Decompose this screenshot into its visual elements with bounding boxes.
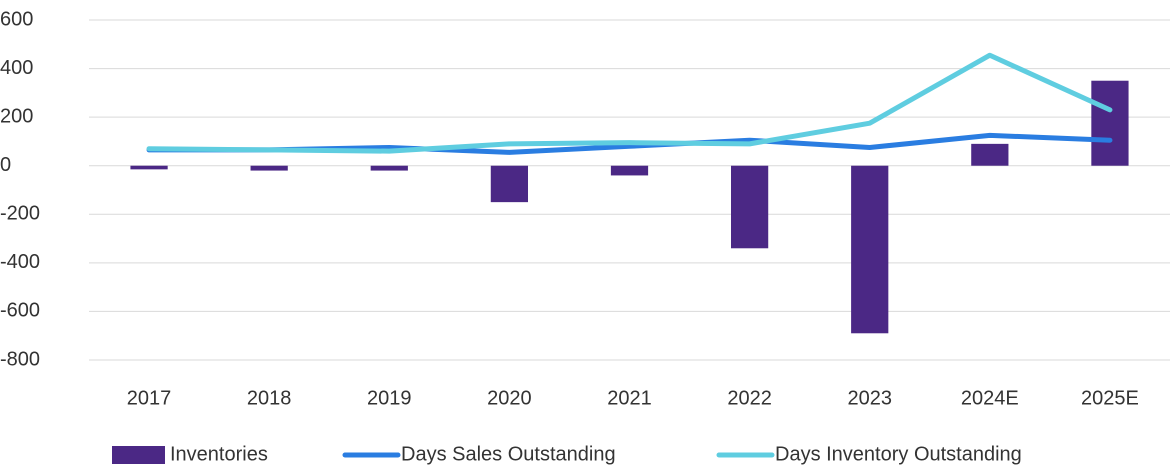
bar xyxy=(370,165,408,171)
legend-swatch xyxy=(112,446,165,464)
y-tick-label: -600 xyxy=(0,300,40,322)
bar xyxy=(130,165,168,170)
x-tick-label: 2022 xyxy=(727,387,772,409)
y-tick-label: 200 xyxy=(0,105,33,127)
x-tick-label: 2023 xyxy=(847,387,892,409)
y-tick-label: 0 xyxy=(0,154,11,176)
bar xyxy=(971,143,1009,166)
x-tick-label: 2020 xyxy=(487,387,532,409)
x-tick-label: 2019 xyxy=(367,387,412,409)
y-tick-label: 600 xyxy=(0,8,33,30)
x-tick-label: 2017 xyxy=(127,387,172,409)
legend-label: Days Sales Outstanding xyxy=(401,443,616,465)
bar xyxy=(610,165,649,176)
bar xyxy=(730,165,769,249)
y-tick-label: -200 xyxy=(0,203,40,225)
line xyxy=(146,52,1113,154)
x-tick-label: 2025E xyxy=(1081,387,1139,409)
legend-label: Inventories xyxy=(170,443,268,465)
y-tick-label: 400 xyxy=(0,57,33,79)
y-tick-label: -400 xyxy=(0,251,40,273)
bar xyxy=(1091,80,1129,166)
x-tick-label: 2021 xyxy=(607,387,652,409)
bar xyxy=(250,165,288,171)
bar xyxy=(851,165,889,334)
y-tick-label: -800 xyxy=(0,348,40,370)
legend-label: Days Inventory Outstanding xyxy=(775,443,1022,465)
bar xyxy=(490,165,529,203)
x-tick-label: 2024E xyxy=(961,387,1019,409)
x-tick-label: 2018 xyxy=(247,387,292,409)
